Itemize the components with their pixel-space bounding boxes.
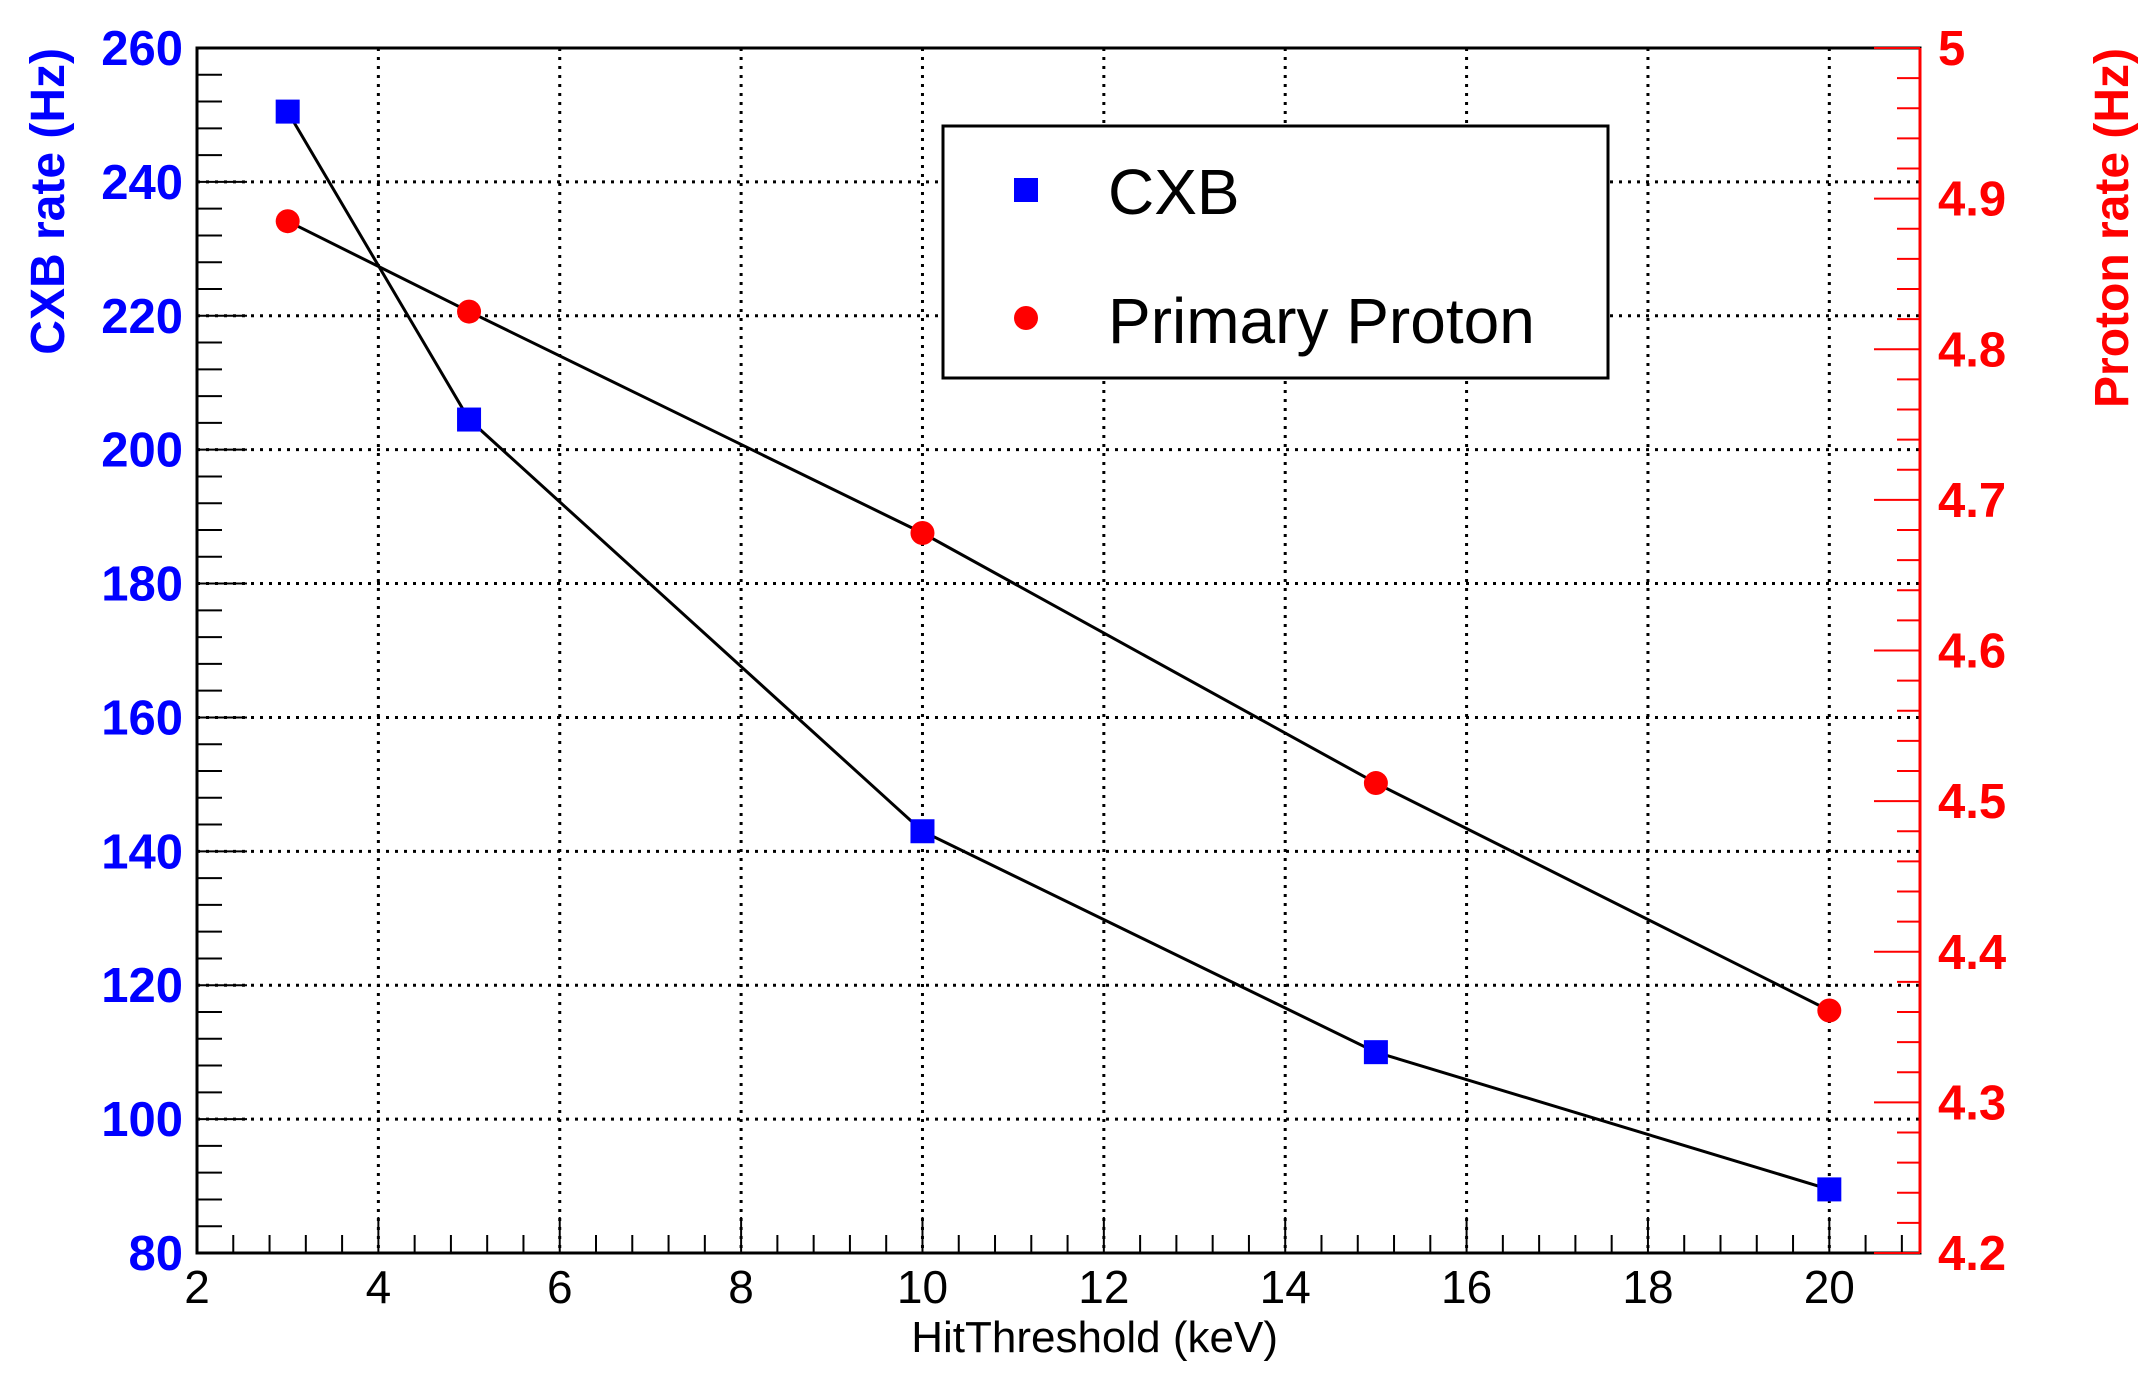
y-right-tick-label: 4.4 [1938,926,2006,980]
y-left-tick-label: 220 [101,290,183,344]
right-axis-title: Proton rate (Hz) [2086,48,2139,408]
data-point-cxb [910,819,935,844]
legend-marker-primary-proton [1014,306,1038,330]
x-tick-label: 14 [1260,1261,1311,1313]
x-axis-title: HitThreshold (keV) [911,1313,1278,1362]
data-point-cxb [275,99,300,124]
legend-marker-cxb [1014,178,1038,202]
y-right-tick-label: 4.6 [1938,625,2006,679]
data-point-primary-proton [275,209,300,234]
data-point-cxb [1817,1177,1842,1202]
data-point-primary-proton [457,299,482,324]
series-markers [275,99,1842,1202]
x-tick-label: 8 [728,1261,754,1313]
y-right-tick-label: 4.8 [1938,323,2006,377]
legend-label-cxb: CXB [1108,156,1240,228]
x-tick-label: 12 [1078,1261,1129,1313]
x-tick-label: 20 [1804,1261,1855,1313]
axes: 2 4 6 8 10 12 14 16 18 20 80 100 120 140 160 180 200 220 2… [101,22,2006,1313]
data-point-primary-proton [1817,998,1842,1023]
y-left-tick-label: 200 [101,424,183,478]
legend: CXB Primary Proton [941,124,1610,380]
y-left-tick-label: 260 [101,22,183,76]
x-tick-label: 16 [1441,1261,1492,1313]
data-point-cxb [1363,1040,1388,1065]
x-tick-label: 18 [1622,1261,1673,1313]
y-right-tick-label: 4.9 [1938,173,2006,227]
x-tick-label: 10 [897,1261,948,1313]
left-axis-title: CXB rate (Hz) [22,48,75,355]
y-right-tick-label: 4.5 [1938,775,2006,829]
y-right-tick-label: 4.2 [1938,1227,2006,1281]
y-left-tick-label: 180 [101,558,183,612]
y-right-tick-label: 4.3 [1938,1076,2006,1130]
data-point-cxb [457,407,482,432]
y-left-tick-label: 160 [101,691,183,745]
y-left-tick-label: 120 [101,959,183,1013]
legend-box [941,124,1610,380]
y-left-tick-label: 240 [101,156,183,210]
x-tick-label: 2 [184,1261,210,1313]
y-right-tick-label: 4.7 [1938,474,2006,528]
y-left-tick-label: 80 [128,1227,183,1281]
y-left-tick-label: 100 [101,1093,183,1147]
data-point-primary-proton [1363,771,1388,796]
x-tick-label: 6 [547,1261,573,1313]
data-point-primary-proton [910,521,935,546]
y-right-tick-label: 5 [1938,22,1965,76]
legend-label-primary-proton: Primary Proton [1108,285,1535,357]
y-left-tick-label: 140 [101,825,183,879]
x-tick-label: 4 [366,1261,392,1313]
